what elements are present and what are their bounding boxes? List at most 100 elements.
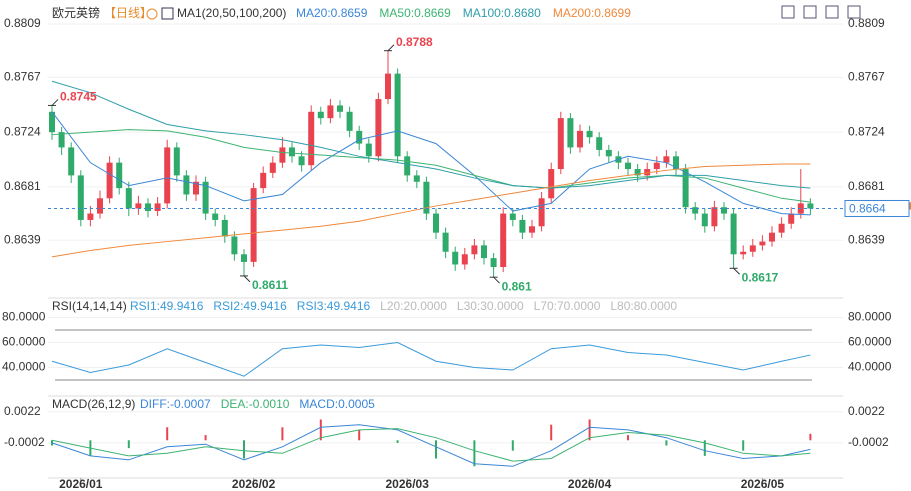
- candle-body: [701, 213, 708, 227]
- y-tick-label: 0.8809: [4, 16, 41, 30]
- ma-line: [51, 129, 811, 203]
- candle-body: [673, 156, 679, 170]
- annotation-leader: [51, 99, 59, 106]
- tool-icon[interactable]: [825, 5, 839, 19]
- legend-entry: MA50:0.8669: [379, 6, 451, 20]
- candle-body: [404, 156, 411, 176]
- x-tick-label: 2026/05: [741, 477, 785, 491]
- candle-body: [807, 203, 814, 209]
- candle-body: [346, 111, 353, 131]
- ma-line: [51, 80, 811, 189]
- y-tick-label: 0.8809: [848, 16, 885, 30]
- candle-body: [49, 111, 55, 133]
- ma-line: [51, 163, 811, 258]
- candle-body: [721, 207, 727, 214]
- candle-body: [461, 254, 468, 265]
- candle-body: [653, 162, 660, 170]
- rsi-tick-label: 40.0000: [2, 360, 46, 374]
- candle-body: [711, 207, 718, 227]
- candle-body: [289, 147, 295, 157]
- candle-body: [116, 162, 123, 189]
- rsi-legend: RSI1:49.9416: [130, 299, 204, 313]
- x-tick-label: 2026/01: [59, 477, 103, 491]
- candle-body: [212, 213, 219, 220]
- add-icon[interactable]: [146, 8, 158, 20]
- candle-body: [97, 198, 103, 214]
- candle-body: [778, 223, 785, 233]
- candle-body: [509, 213, 516, 220]
- rsi-line: [51, 341, 811, 377]
- candle-body: [106, 162, 113, 199]
- y-tick-label: 0.8639: [848, 232, 885, 246]
- candle-body: [490, 258, 497, 268]
- legend-entry: MA100:0.8680: [463, 6, 541, 20]
- candle-body: [644, 169, 651, 176]
- y-tick-label: 0.8724: [4, 124, 41, 138]
- candle-body: [183, 175, 190, 195]
- candle-body: [481, 245, 487, 259]
- rsi-level-legend: L80:80.0000: [610, 299, 677, 313]
- y-tick-label: 0.8639: [4, 232, 41, 246]
- toolbar: [781, 5, 861, 19]
- rsi-level-legend: L20:20.0000: [380, 299, 447, 313]
- candle-body: [135, 203, 142, 209]
- candle-body: [442, 232, 449, 252]
- candle-body: [77, 175, 84, 220]
- rsi-tick-label: 60.0000: [2, 335, 46, 349]
- last-price-box: [844, 199, 910, 217]
- candle-body: [269, 162, 276, 173]
- candle-body: [471, 245, 478, 255]
- candle-body: [605, 149, 612, 157]
- candle-body: [394, 73, 401, 157]
- macd-tick-label: 0.0022: [848, 404, 885, 418]
- candle-body: [682, 169, 689, 208]
- candle-body: [385, 73, 391, 100]
- x-tick-label: 2026/04: [568, 477, 612, 491]
- macd-tick-label: -0.0002: [4, 435, 45, 449]
- indicator-label: MA1(20,50,100,200): [177, 6, 286, 20]
- rsi-legend: RSI3:49.9416: [297, 299, 371, 313]
- period-label[interactable]: 【日线】: [104, 6, 152, 20]
- candle-body: [500, 213, 507, 268]
- candle-body: [202, 181, 209, 214]
- candle-body: [692, 207, 699, 214]
- rsi-tick-label: 80.0000: [2, 310, 46, 324]
- candle-body: [145, 203, 151, 212]
- candle-body: [365, 143, 372, 157]
- candle-body: [586, 130, 593, 138]
- candle-body: [423, 181, 430, 214]
- annotation-leader: [733, 267, 740, 275]
- rsi-title: RSI(14,14,14): [52, 299, 127, 313]
- macd-legend: DIFF:-0.0007: [140, 397, 211, 411]
- chart-title: 欧元英镑: [52, 5, 100, 20]
- candle-body: [250, 188, 257, 262]
- candle-body: [173, 147, 180, 176]
- candle-body: [452, 251, 459, 265]
- candle-body: [730, 213, 737, 255]
- candle-body: [749, 245, 756, 252]
- candle-body: [413, 175, 420, 182]
- tool-icon[interactable]: [781, 5, 795, 19]
- candle-body: [279, 147, 286, 163]
- candle-body: [193, 181, 199, 195]
- annotation-label: 0.8745: [60, 90, 97, 104]
- y-tick-label: 0.8767: [848, 70, 885, 84]
- candle-body: [557, 118, 564, 170]
- candle-body: [327, 105, 334, 119]
- y-tick-label: 0.8681: [848, 179, 885, 193]
- annotation-leader: [243, 275, 251, 283]
- candle-body: [740, 251, 747, 255]
- candle-body: [538, 198, 545, 227]
- candle-body: [548, 169, 555, 199]
- x-tick-label: 2026/02: [232, 477, 276, 491]
- annotation-label: 0.8788: [396, 35, 433, 49]
- candle-body: [577, 130, 583, 148]
- candle-body: [759, 241, 766, 246]
- legend-entry: MA20:0.8659: [296, 6, 368, 20]
- x-tick-label: 2026/03: [386, 477, 430, 491]
- tool-icon[interactable]: [847, 5, 861, 19]
- candle-body: [529, 226, 535, 233]
- y-tick-label: 0.8724: [848, 124, 885, 138]
- last-price-label: 0.8664: [849, 202, 886, 216]
- tool-icon[interactable]: [803, 5, 817, 19]
